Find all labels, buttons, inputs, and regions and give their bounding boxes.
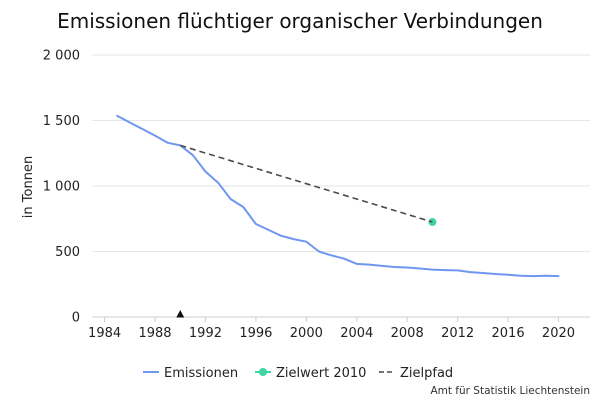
- data-point-zielwert[interactable]: [428, 218, 437, 227]
- x-tick-label: 1988: [138, 326, 171, 341]
- x-tick-label: 1992: [189, 326, 222, 341]
- x-tick-label: 1996: [239, 326, 272, 341]
- triangle-marker: [176, 310, 185, 318]
- y-tick-label: 500: [55, 245, 80, 260]
- y-tick-label: 1 000: [43, 180, 80, 195]
- chart-title: Emissionen flüchtiger organischer Verbin…: [57, 9, 543, 33]
- x-tick-label: 2008: [391, 326, 424, 341]
- legend-label: Emissionen: [164, 366, 238, 381]
- grid: [92, 54, 590, 318]
- y-tick-label: 0: [72, 311, 80, 326]
- legend-item[interactable]: Zielwert 2010: [255, 366, 366, 381]
- legend-swatch-marker: [259, 368, 267, 376]
- x-tick-label: 2020: [542, 326, 575, 341]
- legend-label: Zielwert 2010: [276, 366, 366, 381]
- x-axis-ticks: 1984 1988 1992 1996 2000 2004 2008 2012 2016 2020: [88, 317, 575, 341]
- legend-item[interactable]: Emissionen: [143, 366, 238, 381]
- x-tick-label: 2016: [492, 326, 525, 341]
- y-axis-ticks: 0 500 1 000 1 500 2 000: [43, 49, 80, 326]
- y-tick-label: 2 000: [43, 49, 80, 64]
- x-tick-label: 2012: [441, 326, 474, 341]
- y-axis-label: in Tonnen: [21, 156, 36, 218]
- series-line-zielpfad: [180, 144, 433, 223]
- plot-area: [116, 114, 560, 318]
- y-tick-label: 1 500: [43, 114, 80, 129]
- legend-label: Zielpfad: [400, 366, 453, 381]
- x-tick-label: 1984: [88, 326, 121, 341]
- legend-item[interactable]: Zielpfad: [379, 366, 453, 381]
- series-line-emissionen: [116, 114, 560, 278]
- legend[interactable]: Emissionen Zielwert 2010 Zielpfad: [143, 366, 453, 381]
- x-tick-label: 2004: [340, 326, 373, 341]
- source-credit: Amt für Statistik Liechtenstein: [430, 385, 590, 397]
- x-tick-label: 2000: [290, 326, 323, 341]
